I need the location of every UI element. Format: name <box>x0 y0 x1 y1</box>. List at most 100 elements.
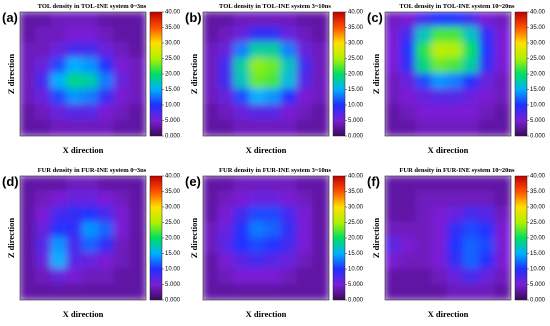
heat-cell <box>97 42 116 60</box>
colorbar-tick-label: 15.00 <box>530 87 546 93</box>
x-axis-label: X direction <box>63 309 104 319</box>
heat-cell <box>34 176 53 193</box>
heat-cell <box>462 176 481 193</box>
heat-cell <box>415 221 434 239</box>
heat-cell <box>494 206 511 224</box>
heat-cell <box>462 88 481 106</box>
heat-cell <box>431 190 449 208</box>
heat-cell <box>203 283 220 300</box>
heat-cell <box>249 12 267 29</box>
heat-cell <box>249 190 267 208</box>
colorbar <box>332 175 346 301</box>
panel-title: TOL density in TOL-INE system 0~3ns <box>38 3 147 10</box>
heat-cell <box>203 190 220 208</box>
heat-cell <box>217 73 236 91</box>
heat-cell <box>478 104 497 122</box>
heat-cell <box>203 42 220 60</box>
heat-cell <box>66 268 84 286</box>
heatmap-cells <box>203 176 329 300</box>
heat-cell <box>385 57 402 75</box>
heat-cell <box>34 190 53 208</box>
colorbar-tick-label: 30.00 <box>348 205 364 211</box>
heat-cell <box>249 26 267 44</box>
heat-cell <box>399 176 418 193</box>
heat-cell <box>399 283 418 300</box>
heat-cell <box>249 268 267 286</box>
heat-cell <box>34 12 53 29</box>
heat-cell <box>296 283 315 300</box>
heat-cell <box>296 26 315 44</box>
heatmap-cells <box>20 176 146 300</box>
heat-cell <box>478 57 497 75</box>
plot-frame <box>202 175 330 301</box>
heat-cell <box>233 104 252 122</box>
heat-cell <box>280 176 299 193</box>
colorbar-tick-label: 20.00 <box>348 236 364 242</box>
heat-cell <box>82 119 100 136</box>
heat-cell <box>447 73 465 91</box>
panel-label: (d) <box>2 174 19 189</box>
colorbar-tick-label: 0.000 <box>348 134 364 140</box>
heat-cell <box>113 88 132 106</box>
heat-cell <box>82 104 100 122</box>
heat-cell <box>82 88 100 106</box>
heat-cell <box>34 42 53 60</box>
heat-cell <box>265 190 283 208</box>
panel: 40.00 35.00 30.00 25.00 20.00 15.00 10.00 5.000… <box>185 3 364 155</box>
heat-cell <box>129 268 146 286</box>
heat-cell <box>97 283 116 300</box>
heat-cell <box>82 57 100 75</box>
heat-cell <box>129 42 146 60</box>
heat-cell <box>265 73 283 91</box>
heat-cell <box>447 119 465 136</box>
heat-cell <box>296 190 315 208</box>
colorbar-tick-label: 0.000 <box>348 298 364 304</box>
heat-cell <box>217 221 236 239</box>
heat-cell <box>462 73 481 91</box>
heat-cell <box>97 119 116 136</box>
panel-title: TOL density in TOL-INE system 3~10ns <box>219 3 331 10</box>
heat-cell <box>385 221 402 239</box>
heat-cell <box>113 190 132 208</box>
panel: 40.00 35.00 30.00 25.00 20.00 15.00 10.00 5.000… <box>2 3 181 155</box>
heat-cell <box>217 176 236 193</box>
heat-cell <box>399 237 418 255</box>
heat-cell <box>97 252 116 270</box>
heat-cell <box>431 237 449 255</box>
heat-cell <box>265 176 283 193</box>
plot-frame <box>384 11 512 137</box>
heat-cell <box>462 252 481 270</box>
colorbar-tick-label: 25.00 <box>348 56 364 62</box>
heat-cell <box>233 73 252 91</box>
x-axis-label: X direction <box>246 309 287 319</box>
heat-cell <box>20 42 37 60</box>
heat-cell <box>50 252 69 270</box>
heat-cell <box>129 221 146 239</box>
heat-cell <box>97 57 116 75</box>
colorbar-tick-label: 5.000 <box>165 118 181 124</box>
heat-cell <box>296 73 315 91</box>
heat-cell <box>50 104 69 122</box>
heat-cell <box>66 176 84 193</box>
heat-cell <box>233 283 252 300</box>
heat-cell <box>478 237 497 255</box>
heat-cell <box>113 42 132 60</box>
heat-cell <box>478 283 497 300</box>
heat-cell <box>265 119 283 136</box>
heat-cell <box>462 42 481 60</box>
heat-cell <box>296 12 315 29</box>
heat-cell <box>296 252 315 270</box>
heat-cell <box>478 119 497 136</box>
heat-cell <box>233 12 252 29</box>
colorbar-tick-label: 10.00 <box>165 267 181 273</box>
heat-cell <box>249 57 267 75</box>
heatmap <box>203 176 329 300</box>
heat-cell <box>203 176 220 193</box>
heat-cell <box>217 268 236 286</box>
heat-cell <box>82 42 100 60</box>
heat-cell <box>129 57 146 75</box>
heat-cell <box>82 176 100 193</box>
heat-cell <box>462 283 481 300</box>
heat-cell <box>50 190 69 208</box>
x-axis-label: X direction <box>428 145 469 155</box>
